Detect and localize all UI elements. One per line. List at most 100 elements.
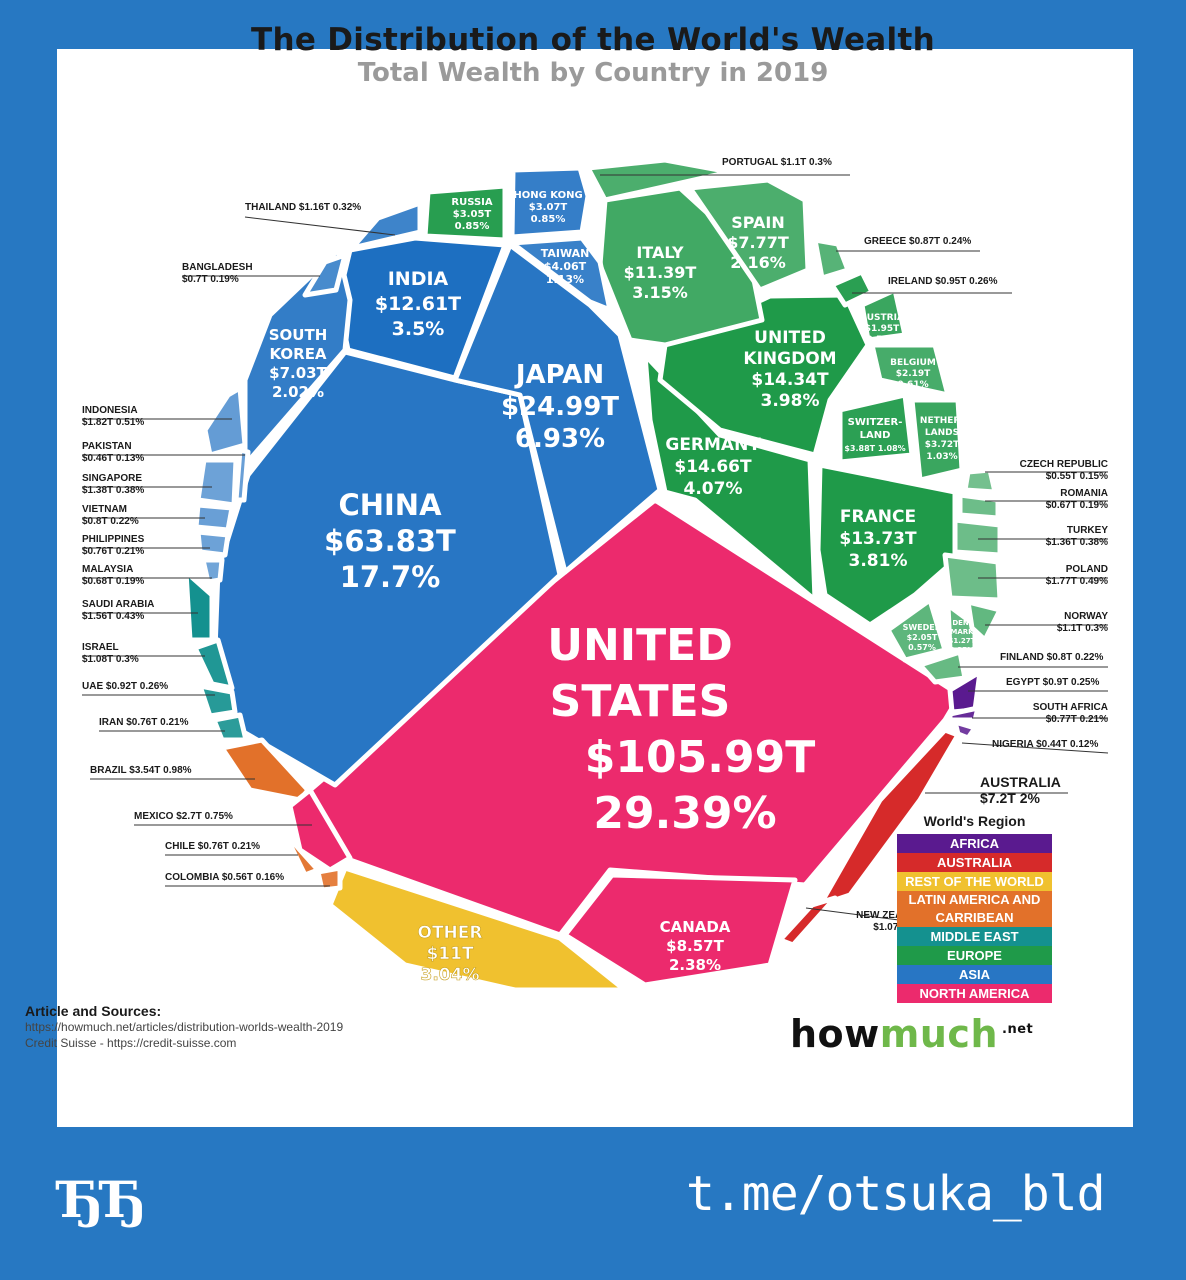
cell-portugal[interactable] — [585, 157, 733, 203]
label-name: SWEDEN — [903, 623, 942, 632]
cell-south-africa[interactable] — [947, 705, 981, 723]
cell-belgium[interactable] — [869, 342, 951, 398]
cell-colombia[interactable] — [315, 865, 343, 893]
callout-value: $0.76T 0.21% — [82, 546, 144, 557]
footer-monogram: ЂЂ — [58, 1170, 146, 1229]
logo-tld: .net — [1002, 1022, 1034, 1038]
callout-nigeria: NIGERIA $0.44T 0.12% — [992, 739, 1098, 750]
label-italy: ITALY $11.39T 3.15% — [624, 243, 697, 302]
callout-saudi-arabia: SAUDI ARABIA $1.56T 0.43% — [82, 599, 154, 622]
label-share: 29.39% — [593, 788, 776, 839]
cell-pakistan[interactable] — [233, 447, 251, 503]
label-share: 3.5% — [392, 318, 445, 340]
footer-telegram-handle[interactable]: t.me/otsuka_bld — [686, 1166, 1105, 1222]
label-value: $3.88T 1.08% — [844, 444, 905, 453]
cell-malaysia[interactable] — [200, 557, 225, 585]
cell-philippines[interactable] — [195, 529, 231, 558]
callout-ireland: IRELAND $0.95T 0.26% — [888, 276, 998, 287]
howmuch-logo: howmuch .net — [790, 1012, 1033, 1056]
cell-canada[interactable] — [562, 872, 798, 988]
cell-sweden[interactable] — [885, 597, 948, 663]
label-value: $4.06T — [544, 260, 587, 273]
label-value: $7.03T — [269, 364, 327, 382]
callout-bangladesh: BANGLADESH $0.7T 0.19% — [182, 262, 253, 285]
leader-nigeria — [961, 742, 1109, 754]
label-name: KOREA — [269, 345, 326, 363]
chart-subtitle: Total Wealth by Country in 2019 — [357, 58, 829, 88]
cell-spain[interactable] — [687, 177, 811, 293]
callout-value: $1.08T 0.3% — [82, 654, 139, 665]
callout-egypt: EGYPT $0.9T 0.25% — [1006, 677, 1099, 688]
callout-name: TURKEY — [1067, 525, 1108, 536]
cell-switzerland[interactable] — [837, 392, 915, 465]
region-legend: World's Region AFRICA AUSTRALIA REST OF TH… — [897, 813, 1052, 1003]
cell-israel[interactable] — [192, 637, 235, 691]
cell-nigeria[interactable] — [952, 719, 978, 741]
label-value: $24.99T — [501, 392, 619, 422]
callout-uae: UAE $0.92T 0.26% — [82, 681, 168, 692]
callout-name: PAKISTAN — [82, 441, 132, 452]
label-name: RUSSIA — [451, 197, 492, 208]
callout-name: CZECH REPUBLIC — [1020, 459, 1108, 470]
label-value: $3.72T — [925, 440, 960, 450]
cell-singapore[interactable] — [195, 457, 239, 508]
cell-austria[interactable] — [859, 287, 908, 343]
callout-thailand: THAILAND $1.16T 0.32% — [245, 202, 361, 213]
cell-france[interactable] — [815, 462, 958, 628]
legend-item-europe: EUROPE — [897, 946, 1052, 965]
cell-thailand[interactable] — [349, 200, 423, 251]
legend-item-asia: ASIA — [897, 965, 1052, 984]
label-share: 1.03% — [926, 452, 957, 462]
callout-israel: ISRAEL $1.08T 0.3% — [82, 642, 139, 665]
callout-value: $0.55T 0.15% — [1046, 471, 1108, 482]
label-name: SWITZER- — [848, 417, 903, 428]
cell-taiwan[interactable] — [509, 235, 613, 313]
cell-bangladesh[interactable] — [302, 252, 348, 298]
callout-vietnam: VIETNAM $0.8T 0.22% — [82, 504, 139, 527]
cell-norway[interactable] — [965, 599, 1003, 643]
cell-ireland[interactable] — [829, 269, 875, 308]
cell-mexico[interactable] — [287, 787, 353, 873]
cell-uae[interactable] — [197, 683, 238, 719]
cell-romania[interactable] — [957, 492, 1001, 521]
callout-norway: NORWAY $1.1T 0.3% — [1057, 611, 1108, 634]
label-south-korea: SOUTH KOREA $7.03T 2.02% — [269, 326, 328, 401]
cell-vietnam[interactable] — [193, 502, 235, 533]
label-value: $11.39T — [624, 263, 697, 282]
cell-indonesia[interactable] — [202, 385, 248, 458]
label-share: 0.85% — [531, 214, 566, 225]
cell-iran[interactable] — [211, 712, 249, 743]
label-name: JAPAN — [514, 360, 604, 390]
sources-block: Article and Sources: https://howmuch.net… — [25, 1003, 343, 1051]
cell-labels: UNITED STATES $105.99T 29.39%CHINA $63.83T 17… — [269, 190, 976, 985]
label-value: $1.95T — [865, 324, 900, 334]
label-denmark: DEN-MARK $1.27T 0.35% — [949, 619, 976, 654]
callout-name: ISRAEL — [82, 642, 119, 653]
label-name: LANDS — [925, 428, 959, 438]
cell-turkey[interactable] — [952, 517, 1003, 558]
cell-netherlands[interactable] — [909, 397, 965, 483]
label-germany: GERMANY $14.66T 4.07% — [665, 435, 761, 499]
callout-name: INDONESIA — [82, 405, 138, 416]
cell-denmark[interactable] — [945, 602, 978, 653]
callout-value: $0.67T 0.19% — [1046, 500, 1108, 511]
source-article-url[interactable]: https://howmuch.net/articles/distributio… — [25, 1020, 344, 1034]
label-value: $14.34T — [751, 370, 829, 390]
legend-title: World's Region — [923, 813, 1026, 829]
source-credit-suisse[interactable]: Credit Suisse - https://credit-suisse.co… — [25, 1036, 237, 1050]
callout-south-africa: SOUTH AFRICA $0.77T 0.21% — [1033, 702, 1108, 725]
cell-germany[interactable] — [642, 352, 818, 603]
cell-poland[interactable] — [942, 552, 1003, 603]
cell-japan[interactable] — [452, 242, 663, 575]
label-name: SOUTH — [269, 326, 328, 344]
cell-hong-kong[interactable] — [509, 165, 591, 240]
cell-finland[interactable] — [917, 649, 968, 685]
label-hong-kong: HONG KONG $3.07T 0.85% — [513, 190, 582, 225]
callout-poland: POLAND $1.77T 0.49% — [1046, 564, 1108, 587]
callout-name: AUSTRALIA — [980, 774, 1061, 790]
cell-greece[interactable] — [812, 237, 851, 281]
cell-czech-republic[interactable] — [962, 467, 998, 495]
cell-other[interactable] — [327, 865, 628, 993]
label-value: $105.99T — [585, 732, 815, 783]
cell-russia[interactable] — [422, 183, 508, 243]
